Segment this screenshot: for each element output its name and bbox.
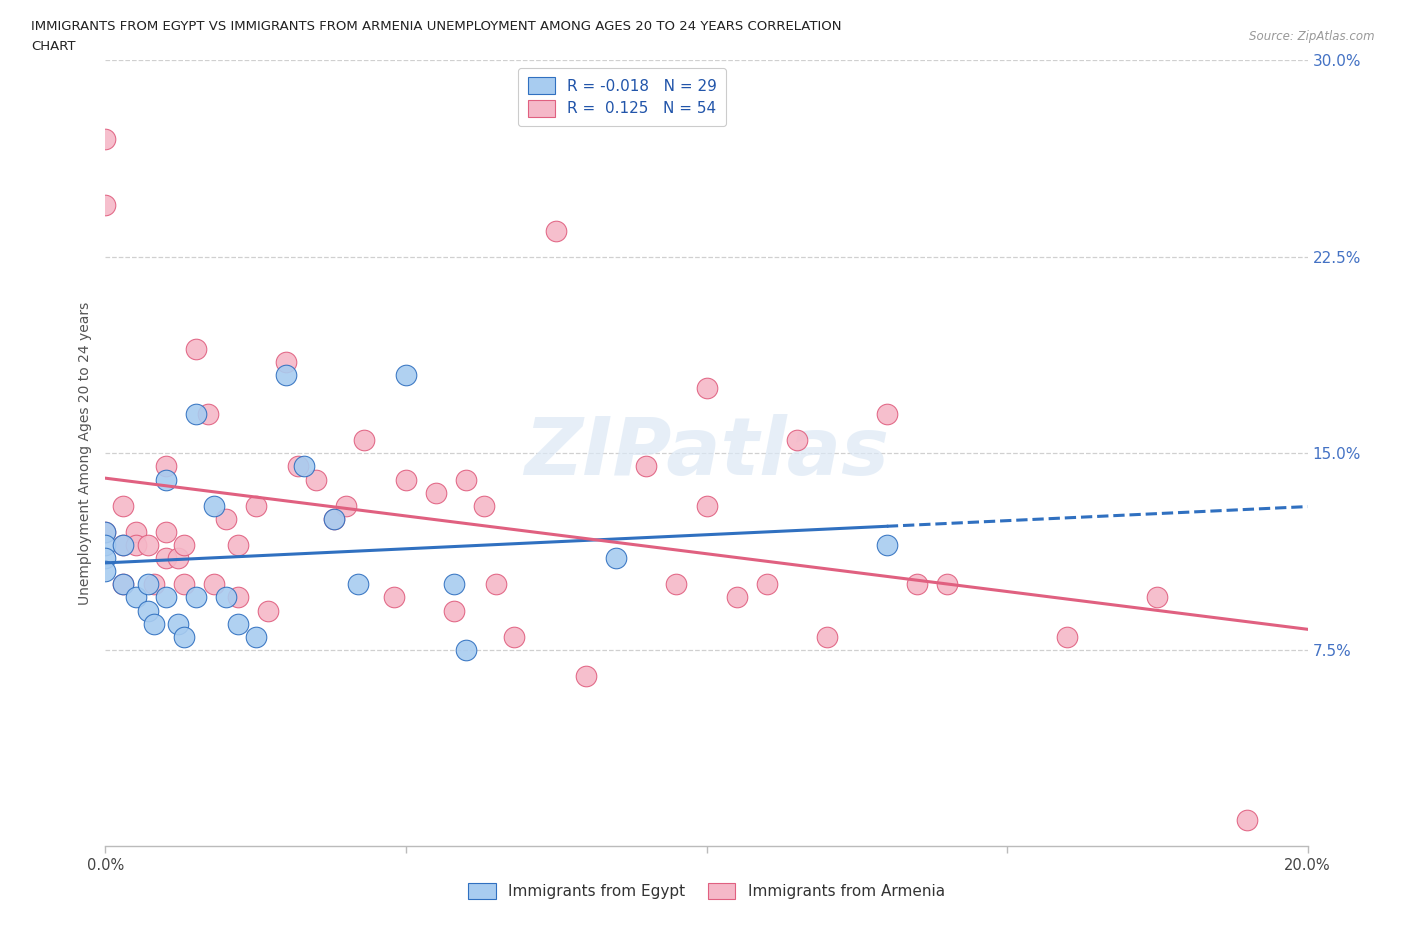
Point	[546, 223, 568, 238]
Point	[347, 577, 370, 591]
Point	[155, 590, 177, 604]
Point	[287, 459, 309, 474]
Point	[142, 577, 165, 591]
Point	[173, 538, 195, 552]
Point	[184, 406, 207, 421]
Point	[166, 551, 188, 565]
Point	[94, 197, 117, 212]
Point	[292, 459, 315, 474]
Point	[245, 498, 267, 513]
Point	[503, 630, 526, 644]
Point	[876, 406, 898, 421]
Point	[226, 590, 249, 604]
Point	[112, 498, 135, 513]
Point	[725, 590, 748, 604]
Legend: Immigrants from Egypt, Immigrants from Armenia: Immigrants from Egypt, Immigrants from A…	[463, 877, 950, 906]
Point	[94, 551, 117, 565]
Point	[184, 590, 207, 604]
Point	[305, 472, 328, 487]
Point	[184, 341, 207, 356]
Point	[755, 577, 778, 591]
Point	[166, 617, 188, 631]
Point	[214, 590, 236, 604]
Point	[226, 538, 249, 552]
Point	[472, 498, 495, 513]
Text: Source: ZipAtlas.com: Source: ZipAtlas.com	[1250, 30, 1375, 43]
Point	[112, 538, 135, 552]
Point	[395, 367, 418, 382]
Point	[485, 577, 508, 591]
Point	[665, 577, 688, 591]
Point	[575, 669, 598, 684]
Point	[443, 604, 465, 618]
Point	[155, 472, 177, 487]
Point	[786, 432, 808, 447]
Point	[1236, 813, 1258, 828]
Point	[155, 525, 177, 539]
Point	[454, 643, 477, 658]
Point	[696, 380, 718, 395]
Point	[226, 617, 249, 631]
Point	[112, 538, 135, 552]
Point	[202, 498, 225, 513]
Point	[322, 512, 344, 526]
Point	[905, 577, 928, 591]
Point	[94, 525, 117, 539]
Point	[124, 590, 146, 604]
Text: CHART: CHART	[31, 40, 76, 53]
Point	[1146, 590, 1168, 604]
Point	[173, 577, 195, 591]
Point	[443, 577, 465, 591]
Point	[382, 590, 405, 604]
Point	[214, 512, 236, 526]
Point	[155, 459, 177, 474]
Point	[636, 459, 658, 474]
Y-axis label: Unemployment Among Ages 20 to 24 years: Unemployment Among Ages 20 to 24 years	[79, 301, 93, 605]
Point	[274, 354, 297, 369]
Point	[425, 485, 447, 500]
Point	[395, 472, 418, 487]
Point	[136, 604, 159, 618]
Point	[274, 367, 297, 382]
Point	[94, 538, 117, 552]
Point	[322, 512, 344, 526]
Point	[876, 538, 898, 552]
Point	[454, 472, 477, 487]
Point	[197, 406, 219, 421]
Point	[353, 432, 375, 447]
Point	[605, 551, 627, 565]
Point	[124, 538, 146, 552]
Point	[815, 630, 838, 644]
Point	[112, 577, 135, 591]
Point	[696, 498, 718, 513]
Point	[94, 131, 117, 146]
Point	[335, 498, 357, 513]
Point	[112, 577, 135, 591]
Text: IMMIGRANTS FROM EGYPT VS IMMIGRANTS FROM ARMENIA UNEMPLOYMENT AMONG AGES 20 TO 2: IMMIGRANTS FROM EGYPT VS IMMIGRANTS FROM…	[31, 20, 841, 33]
Point	[142, 617, 165, 631]
Point	[256, 604, 278, 618]
Point	[136, 577, 159, 591]
Point	[245, 630, 267, 644]
Point	[124, 525, 146, 539]
Point	[202, 577, 225, 591]
Point	[1056, 630, 1078, 644]
Text: ZIPatlas: ZIPatlas	[524, 415, 889, 492]
Point	[136, 538, 159, 552]
Point	[94, 525, 117, 539]
Point	[936, 577, 959, 591]
Point	[94, 564, 117, 578]
Point	[173, 630, 195, 644]
Point	[155, 551, 177, 565]
